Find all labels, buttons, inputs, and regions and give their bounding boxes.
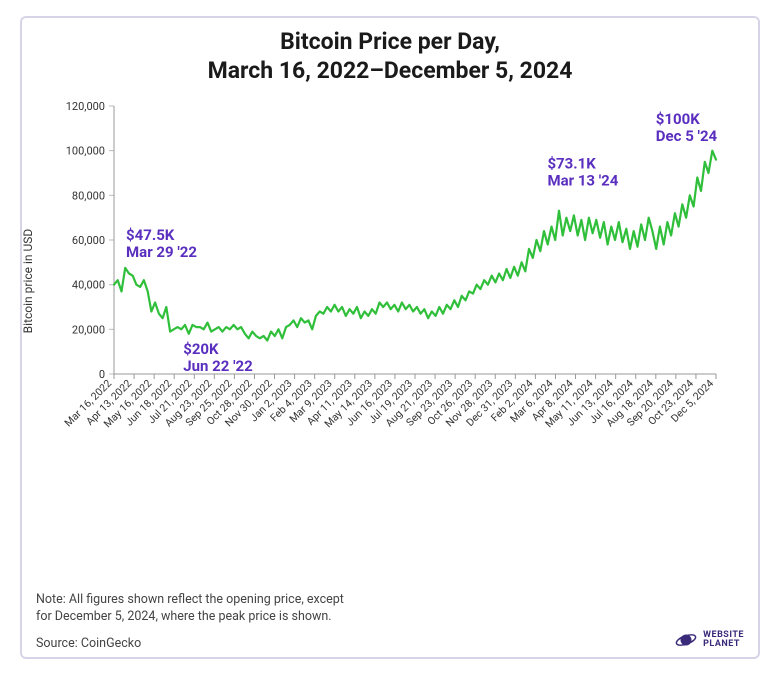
footnote-line-1: Note: All figures shown reflect the open…: [36, 592, 744, 609]
svg-text:Mar 13 '24: Mar 13 '24: [547, 171, 618, 189]
svg-text:40,000: 40,000: [72, 278, 105, 291]
svg-text:Mar 29 '22: Mar 29 '22: [126, 243, 197, 261]
svg-text:100,000: 100,000: [66, 144, 105, 157]
planet-icon: [675, 629, 697, 651]
line-chart-svg: 020,00040,00060,00080,000100,000120,000M…: [42, 96, 732, 466]
source-credit: Source: CoinGecko: [36, 636, 744, 651]
svg-text:Jun 22 '22: Jun 22 '22: [183, 356, 253, 374]
svg-text:$20K: $20K: [183, 339, 219, 357]
svg-text:20,000: 20,000: [72, 323, 105, 336]
footnote: Note: All figures shown reflect the open…: [36, 592, 744, 626]
title-line-1: Bitcoin Price per Day,: [28, 28, 752, 57]
svg-text:80,000: 80,000: [72, 189, 105, 202]
y-axis-label: Bitcoin price in USD: [21, 228, 35, 333]
svg-text:60,000: 60,000: [72, 234, 105, 247]
logo-text: WEBSITE PLANET: [703, 631, 744, 648]
svg-text:$100K: $100K: [656, 109, 700, 127]
logo-text-2: PLANET: [703, 640, 744, 649]
chart-title: Bitcoin Price per Day, March 16, 2022–De…: [28, 28, 752, 86]
svg-text:120,000: 120,000: [66, 100, 105, 113]
brand-logo: WEBSITE PLANET: [675, 629, 744, 651]
svg-text:$47.5K: $47.5K: [126, 226, 175, 244]
chart-footer: Note: All figures shown reflect the open…: [36, 592, 744, 651]
title-line-2: March 16, 2022–December 5, 2024: [28, 57, 752, 86]
chart-area: Bitcoin price in USD 020,00040,00060,000…: [42, 96, 738, 466]
svg-text:Dec 5 '24: Dec 5 '24: [656, 126, 718, 144]
svg-text:$73.1K: $73.1K: [547, 154, 596, 172]
footnote-line-2: for December 5, 2024, where the peak pri…: [36, 609, 744, 626]
chart-frame: Bitcoin Price per Day, March 16, 2022–De…: [0, 0, 780, 675]
